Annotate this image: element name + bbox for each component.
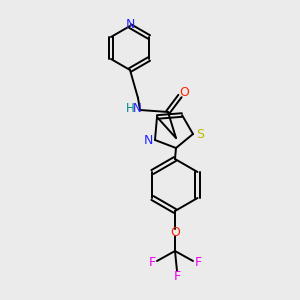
Text: F: F: [194, 256, 202, 268]
Text: N: N: [125, 19, 135, 32]
Text: N: N: [133, 103, 141, 116]
Text: O: O: [170, 226, 180, 238]
Text: O: O: [179, 85, 189, 98]
Text: S: S: [196, 128, 204, 140]
Text: H: H: [126, 103, 134, 116]
Text: N: N: [143, 134, 153, 146]
Text: F: F: [173, 269, 181, 283]
Text: F: F: [148, 256, 156, 268]
